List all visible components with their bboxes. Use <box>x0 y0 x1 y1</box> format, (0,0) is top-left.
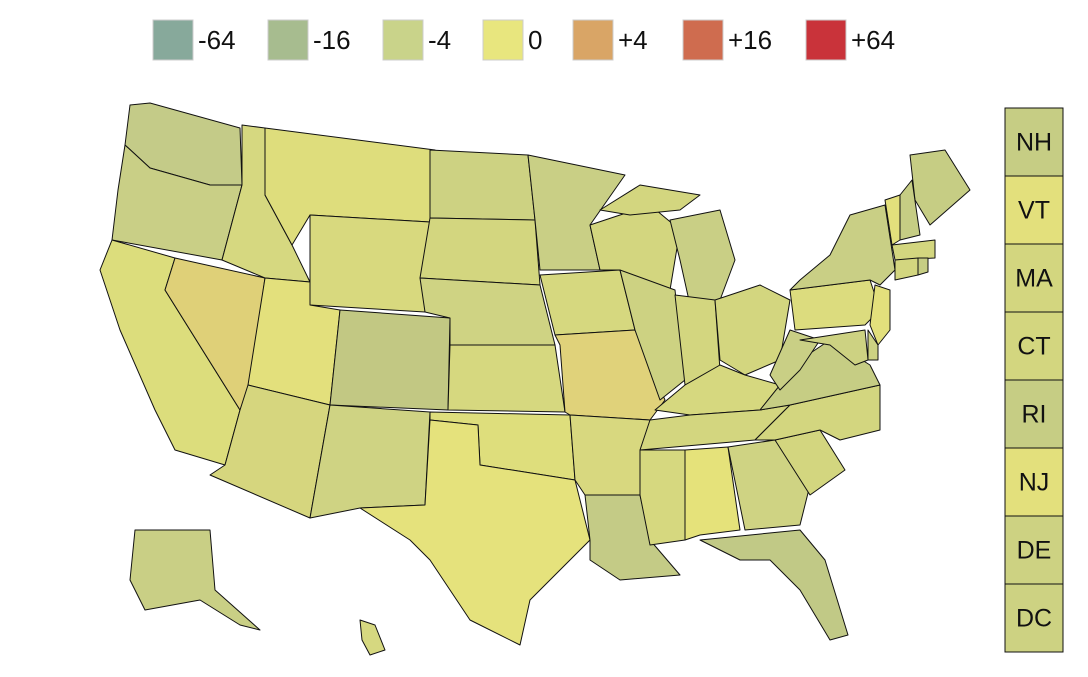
legend-swatch <box>152 19 194 61</box>
state-box-label: DC <box>1016 605 1052 633</box>
state <box>899 179 921 241</box>
state <box>619 269 686 401</box>
legend-swatch <box>482 19 524 61</box>
state-box <box>1004 583 1064 653</box>
state-box <box>1004 107 1064 177</box>
state <box>799 329 869 366</box>
legend-swatch <box>267 19 309 61</box>
state <box>359 419 591 646</box>
legend-swatch <box>805 19 847 61</box>
state <box>869 284 891 346</box>
state <box>539 269 636 336</box>
legend-label: +4 <box>618 25 648 55</box>
state-box-label: DE <box>1017 537 1052 565</box>
state <box>447 344 566 413</box>
state-box <box>1004 379 1064 449</box>
state-box-label: VT <box>1018 197 1050 225</box>
state-box-label: CT <box>1017 333 1050 361</box>
state <box>669 209 736 306</box>
state <box>699 529 849 641</box>
legend-swatch <box>682 19 724 61</box>
state <box>599 184 701 216</box>
state-box <box>1004 447 1064 517</box>
state-box <box>1004 175 1064 245</box>
state-box <box>1004 311 1064 381</box>
legend-label: -16 <box>313 25 351 55</box>
state-box <box>1004 243 1064 313</box>
state-box <box>1004 515 1064 585</box>
state <box>569 414 651 496</box>
state <box>329 309 451 411</box>
state <box>129 529 261 631</box>
state-box-label: NH <box>1016 129 1052 157</box>
state-box-label: RI <box>1022 401 1047 429</box>
state <box>891 239 936 261</box>
state <box>867 329 879 361</box>
state <box>917 257 929 276</box>
state <box>894 257 919 281</box>
state <box>769 329 821 391</box>
state-box-label: MA <box>1015 265 1053 293</box>
state <box>359 619 386 656</box>
state-box-label: NJ <box>1019 469 1050 497</box>
legend-swatch <box>572 19 614 61</box>
legend-label: -64 <box>198 25 236 55</box>
legend-label: -4 <box>428 25 451 55</box>
legend-label: +64 <box>851 25 895 55</box>
state <box>309 214 431 313</box>
state <box>789 204 896 291</box>
state <box>429 149 536 221</box>
state <box>419 217 541 286</box>
state <box>909 149 971 226</box>
legend-label: +16 <box>728 25 772 55</box>
state <box>639 449 686 546</box>
state <box>309 404 431 519</box>
legend-swatch <box>382 19 424 61</box>
legend-label: 0 <box>528 25 542 55</box>
